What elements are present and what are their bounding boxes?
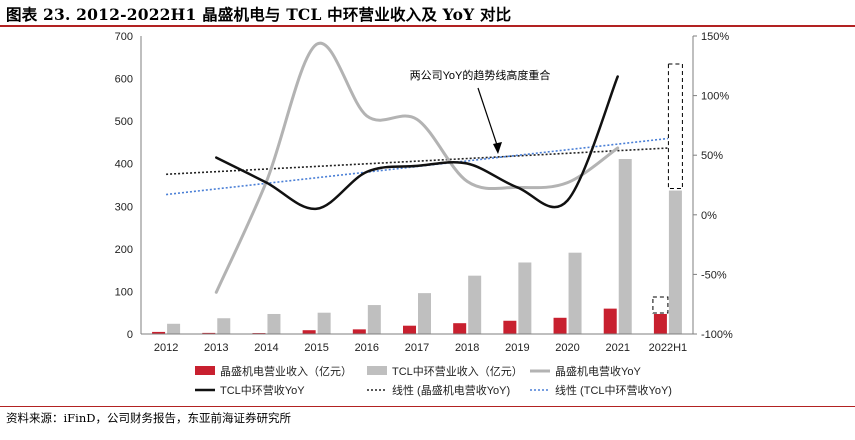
x-tick-label: 2018 (455, 342, 479, 354)
x-tick-label: 2020 (555, 342, 579, 354)
left-tick-label: 200 (115, 244, 133, 256)
left-tick-label: 500 (115, 116, 133, 128)
left-tick-label: 100 (115, 286, 133, 298)
footer-rule (0, 406, 855, 407)
x-tick-label: 2014 (254, 342, 278, 354)
left-axis: 0 100 200 300 400 500 600 700 (115, 31, 142, 341)
source-note: 资料来源：iFinD，公司财务报告，东亚前海证券研究所 (6, 411, 291, 425)
right-tick-label: -100% (701, 329, 733, 341)
bar-tcl-revenue (367, 305, 381, 334)
left-tick-label: 600 (115, 74, 133, 86)
x-axis: 2012 2013 2014 2015 2016 2017 2018 2019 2020 2021… (141, 333, 693, 354)
bar-jingsheng-revenue (152, 331, 166, 334)
line-jingsheng-yoy (214, 41, 620, 294)
bar-tcl-revenue (618, 159, 632, 334)
annotation-arrow (477, 87, 499, 149)
bar-tcl-revenue (217, 318, 231, 334)
right-tick-label: -50% (701, 269, 727, 281)
left-tick-label: 400 (115, 159, 133, 171)
right-tick-label: 150% (701, 31, 729, 43)
x-tick-label: 2017 (405, 342, 429, 354)
legend-label: TCL中环营收YoY (220, 383, 305, 397)
left-tick-label: 300 (115, 201, 133, 213)
right-tick-label: 0% (701, 210, 717, 222)
bar-tcl-revenue (518, 262, 532, 334)
legend-label: 线性 (TCL中环营收YoY) (555, 383, 672, 397)
bar-tcl-revenue (568, 252, 582, 334)
estimate-highlights (652, 63, 683, 314)
x-tick-label: 2021 (605, 342, 629, 354)
bar-tcl-revenue (267, 313, 281, 334)
right-tick-label: 100% (701, 91, 729, 103)
line-series (166, 41, 668, 294)
line-tcl-yoy (215, 75, 619, 211)
annotation-arrowhead (493, 142, 502, 154)
chart-svg: 0 100 200 300 400 500 600 700 -100% -50% 0% 50% 100… (115, 31, 733, 397)
bar-tcl-revenue (668, 190, 682, 334)
x-tick-label: 2015 (304, 342, 328, 354)
bar-tcl-revenue (418, 293, 431, 334)
bar-jingsheng-revenue (302, 330, 316, 334)
legend-swatch (195, 366, 215, 375)
legend-label: 晶盛机电营收YoY (555, 364, 641, 378)
x-tick-label: 2019 (505, 342, 529, 354)
bar-jingsheng-revenue (503, 320, 517, 334)
legend-swatch (367, 366, 387, 375)
right-tick-label: 50% (701, 150, 723, 162)
bar-jingsheng-revenue (352, 329, 366, 334)
legend-label: TCL中环营业收入（亿元） (392, 364, 523, 378)
bar-jingsheng-revenue (653, 313, 667, 334)
x-tick-label: 2012 (154, 342, 178, 354)
annotation: 两公司YoY的趋势线高度重合 (410, 68, 551, 154)
legend-label: 晶盛机电营业收入（亿元） (220, 364, 352, 378)
legend-label: 线性 (晶盛机电营收YoY) (392, 383, 510, 397)
annotation-text: 两公司YoY的趋势线高度重合 (410, 68, 551, 82)
bar-jingsheng-revenue (553, 317, 567, 334)
highlight-box-tcl (667, 63, 683, 190)
bar-jingsheng-revenue (403, 325, 416, 334)
highlight-box-jingsheng (652, 296, 669, 314)
right-axis: -100% -50% 0% 50% 100% 150% (692, 31, 733, 341)
bar-tcl-revenue (317, 312, 331, 334)
x-tick-label: 2013 (204, 342, 228, 354)
bar-tcl-revenue (468, 275, 482, 334)
title-rule (0, 25, 855, 27)
left-tick-label: 0 (127, 329, 133, 341)
x-tick-label: 2022H1 (649, 342, 688, 354)
bar-jingsheng-revenue (603, 308, 617, 334)
legend: 晶盛机电营业收入（亿元） TCL中环营业收入（亿元） 晶盛机电营收YoY TCL中环营… (195, 364, 672, 397)
left-tick-label: 700 (115, 31, 133, 43)
bar-series (152, 159, 682, 334)
bar-jingsheng-revenue (202, 332, 216, 334)
bar-tcl-revenue (167, 323, 181, 334)
figure-title: 图表 23. 2012-2022H1 晶盛机电与 TCL 中环营业收入及 YoY… (6, 5, 512, 24)
bar-jingsheng-revenue (453, 323, 467, 334)
x-tick-label: 2016 (355, 342, 379, 354)
